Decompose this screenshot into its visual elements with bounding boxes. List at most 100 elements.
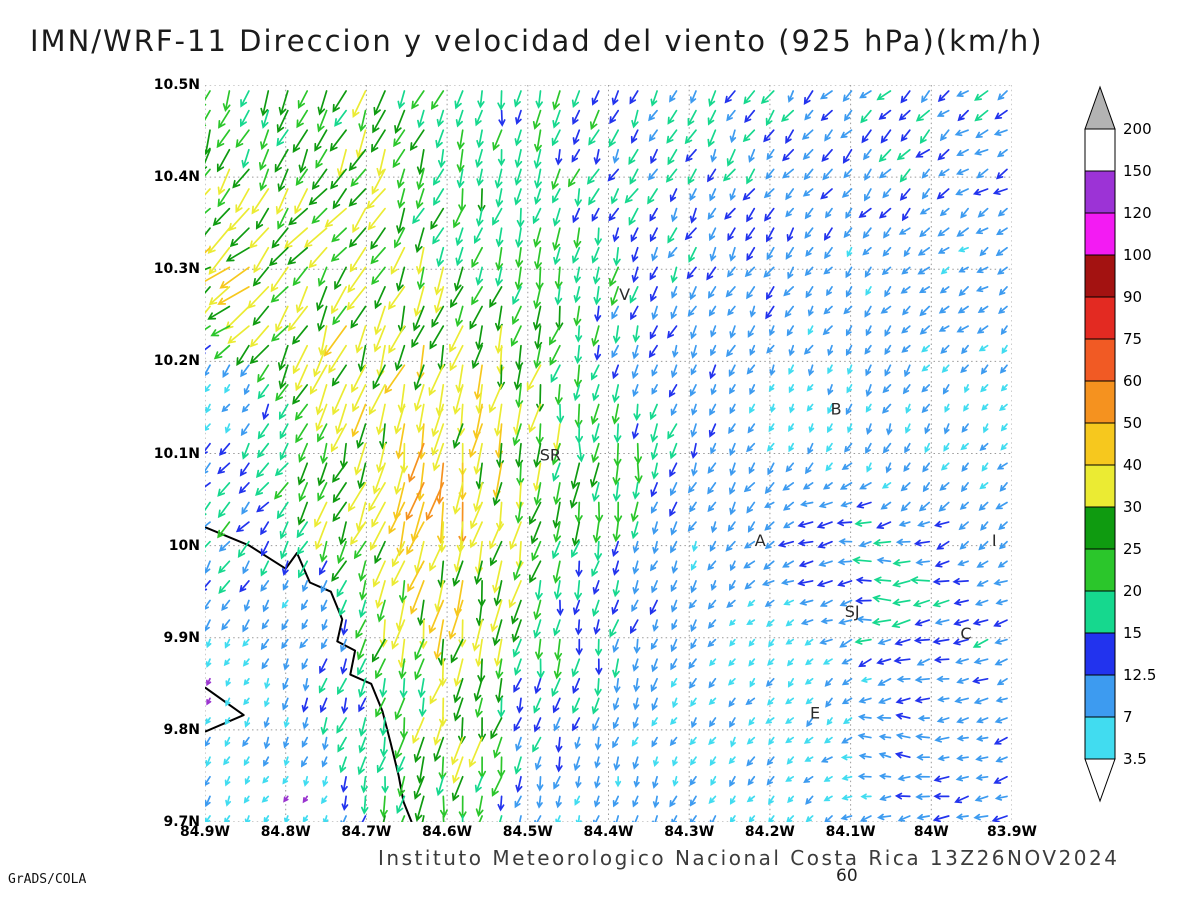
- station-label: I: [992, 531, 997, 550]
- wind-arrow: [865, 286, 872, 296]
- wind-arrow: [845, 266, 853, 279]
- wind-arrow: [275, 384, 289, 402]
- wind-arrow: [798, 560, 814, 568]
- wind-arrow: [497, 756, 506, 779]
- wind-arrow: [804, 109, 814, 121]
- wind-arrow: [260, 129, 270, 151]
- wind-arrow: [433, 736, 445, 763]
- wind-arrow: [435, 129, 445, 149]
- wind-arrow: [279, 521, 289, 540]
- y-tick-label: 10N: [168, 537, 200, 554]
- wind-arrow: [302, 677, 310, 692]
- wind-arrow: [574, 403, 583, 429]
- wind-arrow: [592, 384, 600, 402]
- wind-arrow: [914, 619, 931, 627]
- wind-arrow: [322, 815, 329, 822]
- wind-arrow: [862, 246, 872, 256]
- wind-arrow: [341, 795, 349, 812]
- wind-arrow: [876, 521, 892, 529]
- wind-arrow: [297, 501, 309, 526]
- wind-arrow: [496, 344, 505, 375]
- wind-arrow: [394, 403, 406, 435]
- wind-arrow: [727, 521, 736, 532]
- wind-arrow: [475, 325, 484, 351]
- wind-arrow: [368, 384, 386, 416]
- wind-arrow: [857, 713, 872, 721]
- wind-arrow: [341, 697, 349, 715]
- wind-arrow: [690, 423, 697, 438]
- wind-arrow: [900, 129, 911, 142]
- footer-overlay-value: 60: [836, 866, 858, 886]
- wind-arrow: [435, 462, 445, 505]
- wind-arrow: [590, 364, 600, 381]
- wind-arrow: [430, 90, 445, 110]
- wind-arrow: [955, 775, 969, 782]
- wind-arrow: [884, 364, 892, 377]
- wind-arrow: [370, 227, 386, 250]
- wind-arrow: [478, 717, 487, 742]
- wind-arrow: [630, 305, 639, 321]
- wind-arrow: [391, 540, 406, 568]
- wind-arrow: [571, 246, 581, 264]
- wind-arrow: [477, 90, 485, 109]
- wind-arrow: [358, 815, 367, 822]
- wind-arrow: [317, 90, 328, 116]
- wind-arrow: [437, 148, 446, 169]
- wind-arrow: [819, 638, 833, 645]
- wind-arrow: [372, 109, 386, 134]
- wind-arrow: [760, 90, 775, 105]
- wind-arrow: [841, 774, 853, 781]
- wind-arrow: [993, 129, 1008, 136]
- wind-arrow: [260, 521, 270, 536]
- wind-arrow: [381, 775, 389, 794]
- wind-arrow: [594, 344, 602, 361]
- wind-arrow: [611, 90, 620, 106]
- wind-arrow: [371, 501, 386, 528]
- wind-arrow: [650, 423, 658, 443]
- wind-arrow: [629, 168, 639, 185]
- wind-arrow: [882, 384, 892, 394]
- wind-arrow: [786, 815, 795, 822]
- wind-arrow: [553, 775, 561, 790]
- wind-arrow: [259, 168, 270, 192]
- wind-arrow: [431, 305, 445, 328]
- wind-arrow: [938, 325, 950, 332]
- wind-arrow: [360, 795, 369, 815]
- wind-arrow: [594, 540, 603, 562]
- wind-arrow: [993, 775, 1008, 784]
- wind-arrow: [725, 540, 736, 552]
- wind-arrow: [881, 482, 892, 489]
- wind-arrow: [511, 305, 522, 326]
- wind-arrow: [788, 423, 795, 432]
- wind-arrow: [450, 638, 464, 664]
- wind-arrow: [632, 325, 640, 343]
- wind-arrow: [369, 521, 386, 551]
- wind-arrow: [864, 168, 872, 181]
- wind-arrow: [242, 560, 250, 575]
- wind-arrow: [494, 638, 503, 667]
- wind-arrow: [747, 423, 756, 434]
- wind-arrow: [413, 384, 425, 412]
- wind-arrow: [205, 364, 211, 377]
- wind-arrow: [436, 109, 445, 128]
- wind-arrow: [569, 482, 581, 509]
- wind-arrow: [514, 266, 523, 291]
- wind-arrow: [296, 521, 309, 539]
- wind-arrow: [710, 521, 717, 534]
- wind-arrow: [729, 129, 737, 144]
- wind-arrow: [591, 599, 600, 617]
- wind-arrow: [921, 384, 931, 393]
- wind-arrow: [476, 207, 484, 227]
- wind-arrow: [283, 658, 290, 671]
- wind-arrow: [918, 501, 931, 512]
- wind-arrow: [922, 462, 931, 473]
- wind-arrow: [726, 266, 736, 278]
- wind-arrow: [241, 148, 250, 169]
- wind-arrow: [319, 540, 328, 563]
- wind-arrow: [917, 520, 931, 528]
- wind-arrow: [748, 462, 756, 475]
- wind-arrow: [687, 305, 697, 317]
- wind-arrow: [461, 815, 464, 822]
- wind-arrow: [593, 619, 601, 636]
- wind-arrow: [943, 442, 950, 452]
